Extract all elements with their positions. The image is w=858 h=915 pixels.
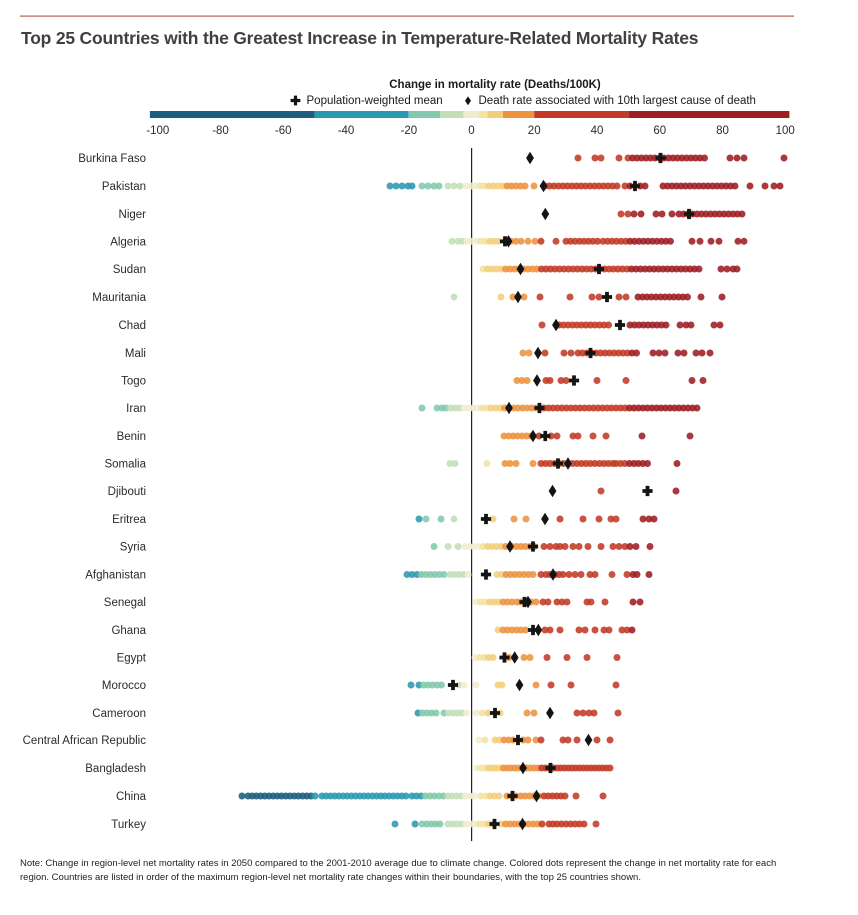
svg-text:Afghanistan: Afghanistan (85, 570, 146, 582)
svg-text:-100: -100 (146, 125, 169, 137)
svg-text:-20: -20 (400, 125, 417, 137)
svg-text:Somalia: Somalia (104, 459, 146, 471)
svg-text:Syria: Syria (120, 542, 147, 554)
svg-text:Pakistan: Pakistan (102, 181, 146, 193)
svg-text:China: China (116, 791, 147, 803)
svg-text:Algeria: Algeria (110, 236, 146, 248)
svg-text:region. Countries are listed i: region. Countries are listed in order of… (20, 872, 641, 883)
svg-text:Ghana: Ghana (111, 625, 146, 637)
svg-text:Togo: Togo (121, 376, 146, 388)
svg-text:Mali: Mali (125, 348, 146, 360)
svg-text:Benin: Benin (117, 431, 146, 443)
svg-text:-80: -80 (212, 125, 229, 137)
svg-text:40: 40 (591, 125, 604, 137)
svg-text:Egypt: Egypt (117, 653, 147, 665)
svg-text:Bangladesh: Bangladesh (85, 763, 146, 775)
svg-text:60: 60 (653, 125, 666, 137)
svg-text:Djibouti: Djibouti (108, 486, 146, 498)
svg-text:Cameroon: Cameroon (92, 708, 146, 720)
svg-text:Change in mortality rate (Deat: Change in mortality rate (Deaths/100K) (389, 79, 601, 91)
svg-text:Chad: Chad (119, 320, 147, 332)
svg-text:100: 100 (776, 125, 795, 137)
svg-text:Turkey: Turkey (111, 819, 146, 831)
svg-text:Morocco: Morocco (102, 680, 146, 692)
svg-text:Top 25 Countries with the Grea: Top 25 Countries with the Greatest Incre… (21, 28, 699, 48)
svg-text:80: 80 (716, 125, 729, 137)
svg-text:0: 0 (468, 125, 474, 137)
svg-text:Population-weighted mean: Population-weighted mean (307, 95, 443, 107)
svg-text:20: 20 (528, 125, 541, 137)
svg-text:Central African Republic: Central African Republic (23, 735, 147, 747)
svg-text:-60: -60 (275, 125, 292, 137)
svg-text:Mauritania: Mauritania (92, 292, 146, 304)
svg-text:-40: -40 (338, 125, 355, 137)
svg-text:Death rate associated with 10t: Death rate associated with 10th largest … (479, 95, 756, 107)
svg-text:Eritrea: Eritrea (112, 514, 146, 526)
svg-text:Iran: Iran (126, 403, 146, 415)
svg-text:Niger: Niger (119, 209, 147, 221)
svg-text:Senegal: Senegal (104, 597, 146, 609)
svg-text:Burkina Faso: Burkina Faso (78, 153, 146, 165)
svg-text:Note: Change in region-level n: Note: Change in region-level net mortali… (20, 858, 776, 869)
svg-text:Sudan: Sudan (113, 264, 146, 276)
